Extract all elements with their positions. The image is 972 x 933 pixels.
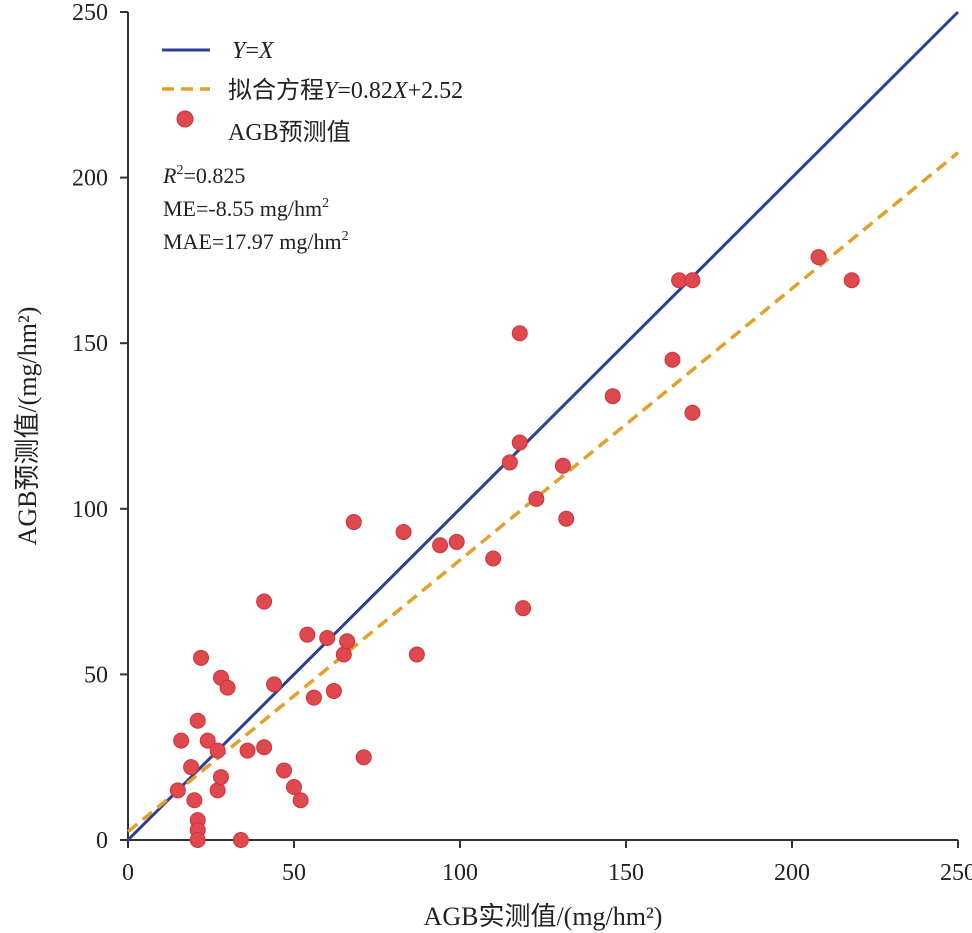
data-point	[485, 550, 502, 567]
legend: Y=X 拟合方程Y=0.82X+2.52 AGB预测值	[162, 38, 463, 146]
data-point	[664, 351, 681, 368]
data-point	[186, 792, 203, 809]
fit-line	[126, 151, 960, 834]
x-tick-label: 250	[940, 860, 972, 886]
data-point	[684, 404, 701, 421]
plot-lines	[126, 10, 960, 842]
data-point	[169, 782, 186, 799]
y-axis-ticks: 0 50 100 150 200 250	[72, 0, 128, 854]
data-point	[256, 739, 273, 756]
data-point	[558, 510, 575, 527]
y-tick-label: 150	[72, 331, 108, 357]
stats-block: R2=0.825 ME=-8.55 mg/hm2 MAE=17.97 mg/hm…	[162, 163, 349, 254]
x-axis-label: AGB实测值/(mg/hm²)	[424, 902, 663, 931]
data-point	[515, 600, 532, 617]
identity-line	[126, 10, 960, 842]
data-point	[276, 762, 293, 779]
data-point	[292, 792, 309, 809]
data-point	[212, 769, 229, 786]
data-point	[339, 633, 356, 650]
data-point	[299, 626, 316, 643]
data-point	[335, 646, 352, 663]
y-tick-label: 200	[72, 166, 108, 192]
data-point	[355, 749, 372, 766]
data-point	[286, 779, 302, 796]
data-point	[256, 593, 273, 610]
data-point	[501, 454, 518, 471]
y-tick-label: 50	[84, 662, 108, 688]
legend-points-label: AGB预测值	[228, 119, 351, 146]
legend-fit-label: 拟合方程Y=0.82X+2.52	[228, 77, 463, 104]
x-tick-label: 200	[774, 860, 810, 886]
data-point	[395, 523, 412, 540]
data-point	[528, 490, 545, 507]
data-point	[189, 712, 206, 729]
x-axis-ticks: 0 50 100 150 200 250	[122, 840, 972, 886]
legend-identity-label: Y=X	[232, 38, 275, 64]
x-tick-label: 50	[282, 860, 306, 886]
data-point	[511, 434, 528, 451]
legend-points-swatch	[176, 110, 194, 128]
stat-mae: MAE=17.97 mg/hm2	[163, 229, 349, 254]
data-point	[432, 537, 449, 554]
stat-r2: R2=0.825	[162, 163, 245, 188]
data-point	[173, 732, 190, 749]
plot-points	[169, 249, 860, 848]
data-point	[554, 457, 571, 474]
data-point	[305, 689, 322, 706]
data-point	[209, 742, 226, 759]
x-tick-label: 0	[122, 860, 134, 886]
data-point	[604, 388, 621, 405]
data-point	[193, 649, 210, 666]
data-point	[408, 646, 425, 663]
y-tick-label: 100	[72, 497, 108, 523]
data-point	[325, 682, 342, 699]
stat-me: ME=-8.55 mg/hm2	[163, 196, 329, 221]
data-point	[448, 533, 465, 550]
data-point	[511, 325, 528, 342]
data-point	[239, 742, 256, 759]
data-point	[843, 272, 860, 289]
data-point	[189, 832, 206, 848]
data-point	[810, 249, 827, 266]
y-axis-label: AGB预测值/(mg/hm²)	[13, 307, 42, 546]
x-tick-label: 100	[442, 860, 478, 886]
x-tick-label: 150	[608, 860, 644, 886]
data-point	[183, 759, 200, 776]
data-point	[199, 732, 216, 749]
data-point	[266, 676, 283, 693]
data-point	[319, 629, 336, 646]
y-tick-label: 0	[96, 828, 108, 854]
data-point	[684, 272, 701, 289]
data-point	[671, 272, 688, 289]
data-point	[219, 679, 236, 696]
data-point	[345, 514, 362, 531]
y-tick-label: 250	[72, 0, 108, 26]
data-point	[209, 782, 226, 799]
data-point	[232, 832, 249, 848]
